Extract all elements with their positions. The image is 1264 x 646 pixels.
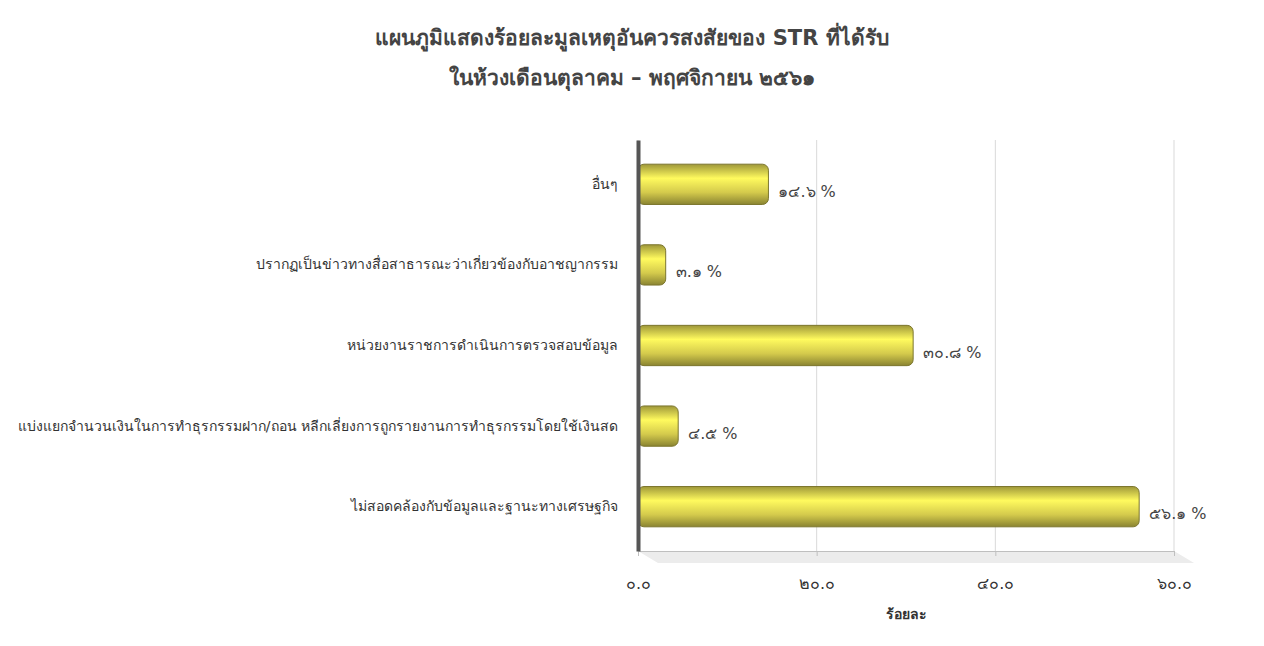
x-axis-title: ร้อยละ [886, 606, 927, 622]
plot: ๐.๐ ๒๐.๐ ๔๐.๐ ๖๐.๐ อื่นๆปรากฏเป็นข่าวทางสื่อ… [18, 140, 1207, 593]
bar [638, 164, 768, 204]
grid [638, 140, 1174, 551]
y-tick-label-line: หน่วยงานราชการดำเนินการตรวจสอบข้อมูล [347, 337, 618, 354]
x-tick: ๔๐.๐ [977, 551, 1014, 593]
x-tick-mark [995, 551, 996, 556]
y-tick-label-line: ปรากฏเป็นข่าวทางสื่อสาธารณะว่าเกี่ยวข้อง… [256, 255, 618, 272]
y-axis-line [637, 141, 641, 552]
y-tick-label-line: อื่นๆ [592, 175, 618, 192]
y-tick: ไม่สอดคล้องกับข้อมูลและฐานะทางเศรษฐกิจ [350, 498, 638, 515]
y-tick-label-line: แบ่งแยกจำนวนเงินในการทำธุรกรรมฝาก/ถอน หล… [18, 417, 618, 435]
x-tick-label: ๖๐.๐ [1157, 574, 1192, 593]
y-axis: อื่นๆปรากฏเป็นข่าวทางสื่อสาธารณะว่าเกี่ย… [18, 141, 639, 552]
x-tick-mark [817, 551, 818, 556]
y-tick: อื่นๆ [592, 175, 638, 192]
x-tick-label: ๐.๐ [626, 574, 651, 593]
floor [638, 551, 1194, 563]
y-tick: หน่วยงานราชการดำเนินการตรวจสอบข้อมูล [347, 337, 638, 354]
y-tick-label: อื่นๆ [592, 175, 618, 192]
grid-line [638, 140, 639, 551]
grid-line [1174, 140, 1175, 551]
x-tick-label: ๔๐.๐ [977, 574, 1014, 593]
data-label: ๓.๑ % [676, 262, 722, 281]
x-axis: ๐.๐ ๒๐.๐ ๔๐.๐ ๖๐.๐ [626, 551, 1192, 593]
x-tick: ๐.๐ [626, 551, 651, 593]
x-axis-line [639, 552, 1175, 557]
subtitle: ในห้วงเดือนตุลาคม – พฤศจิกายน ๒๕๖๑ [449, 65, 815, 92]
data-label: ๔.๕ % [688, 424, 737, 443]
chart: แผนภูมิแสดงร้อยละมูลเหตุอันควรสงสัยของ S… [0, 0, 1264, 646]
x-tick: ๖๐.๐ [1157, 551, 1192, 593]
y-tick-label: ปรากฏเป็นข่าวทางสื่อสาธารณะว่าเกี่ยวข้อง… [256, 255, 618, 272]
data-labels: ๑๔.๖ % ๓.๑ % ๓๐.๘ % ๔.๕ % ๕๖.๑ % [676, 182, 1207, 523]
bar [638, 487, 1139, 527]
bar [638, 325, 913, 365]
y-tick-label: ไม่สอดคล้องกับข้อมูลและฐานะทางเศรษฐกิจ [350, 498, 618, 515]
y-tick: ปรากฏเป็นข่าวทางสื่อสาธารณะว่าเกี่ยวข้อง… [256, 255, 638, 272]
y-tick: แบ่งแยกจำนวนเงินในการทำธุรกรรมฝาก/ถอน หล… [18, 417, 638, 435]
data-label: ๓๐.๘ % [923, 343, 981, 362]
bar [638, 245, 666, 285]
x-tick: ๒๐.๐ [799, 551, 835, 593]
x-tick-mark [638, 551, 639, 556]
x-tick-label: ๒๐.๐ [799, 574, 835, 593]
y-tick-label-line: ไม่สอดคล้องกับข้อมูลและฐานะทางเศรษฐกิจ [350, 498, 618, 515]
bars [638, 164, 1139, 527]
x-tick-mark [1174, 551, 1175, 556]
data-label: ๑๔.๖ % [778, 182, 835, 201]
y-tick-label: แบ่งแยกจำนวนเงินในการทำธุรกรรมฝาก/ถอน หล… [18, 417, 618, 435]
y-tick-label: หน่วยงานราชการดำเนินการตรวจสอบข้อมูล [347, 337, 618, 354]
data-label: ๕๖.๑ % [1149, 504, 1206, 523]
title: แผนภูมิแสดงร้อยละมูลเหตุอันควรสงสัยของ S… [375, 22, 888, 52]
bar [638, 406, 678, 446]
